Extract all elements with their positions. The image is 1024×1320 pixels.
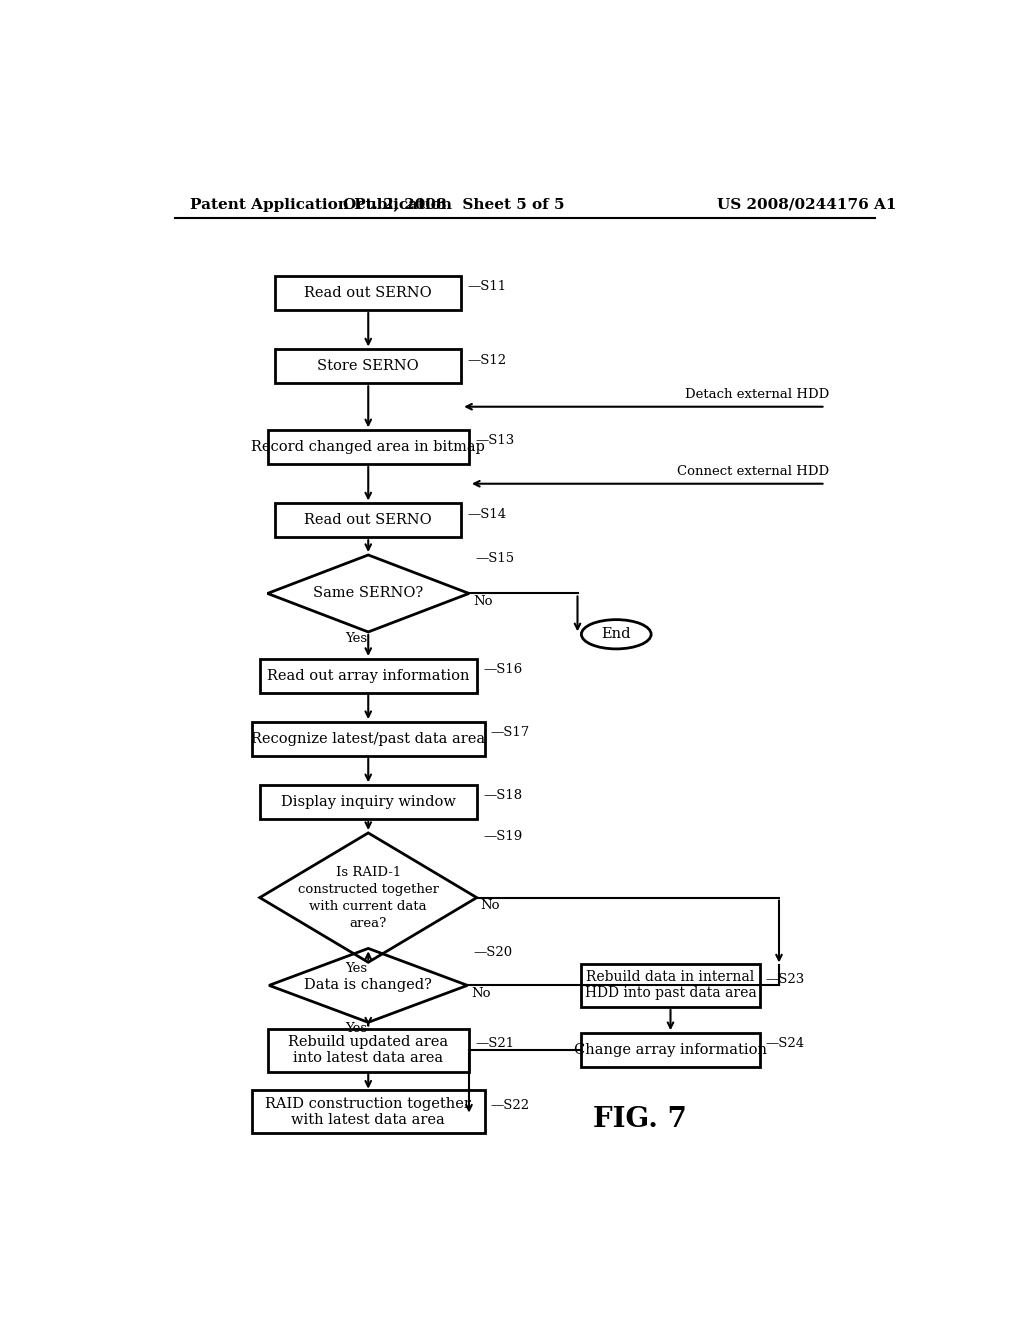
Bar xyxy=(582,1034,760,1067)
Bar xyxy=(267,1028,469,1072)
Text: Patent Application Publication: Patent Application Publication xyxy=(190,198,452,211)
Bar xyxy=(275,276,461,310)
Text: Data is changed?: Data is changed? xyxy=(304,978,432,993)
Text: Detach external HDD: Detach external HDD xyxy=(685,388,829,401)
Bar xyxy=(252,1090,484,1133)
Text: —S12: —S12 xyxy=(467,354,507,367)
Text: Rebuild updated area
into latest data area: Rebuild updated area into latest data ar… xyxy=(288,1035,449,1065)
Text: Store SERNO: Store SERNO xyxy=(317,359,419,374)
Text: End: End xyxy=(601,627,631,642)
Text: Read out SERNO: Read out SERNO xyxy=(304,513,432,527)
Text: —S15: —S15 xyxy=(475,552,514,565)
Text: Yes: Yes xyxy=(345,962,368,975)
Text: Rebuild data in internal
HDD into past data area: Rebuild data in internal HDD into past d… xyxy=(585,970,757,1001)
Text: Connect external HDD: Connect external HDD xyxy=(677,465,829,478)
Text: Is RAID-1
constructed together
with current data
area?: Is RAID-1 constructed together with curr… xyxy=(298,866,438,929)
Text: —S14: —S14 xyxy=(467,508,507,520)
Bar xyxy=(260,785,477,818)
Text: Same SERNO?: Same SERNO? xyxy=(313,586,423,601)
Text: Recognize latest/past data area: Recognize latest/past data area xyxy=(251,733,485,746)
Text: Change array information: Change array information xyxy=(574,1043,767,1057)
Bar xyxy=(260,659,477,693)
Text: —S21: —S21 xyxy=(475,1038,514,1051)
Text: Read out SERNO: Read out SERNO xyxy=(304,286,432,300)
Text: —S17: —S17 xyxy=(490,726,530,739)
Text: —S11: —S11 xyxy=(467,280,507,293)
Text: Read out array information: Read out array information xyxy=(267,669,469,682)
Text: —S24: —S24 xyxy=(766,1038,805,1051)
Bar xyxy=(275,503,461,537)
Text: US 2008/0244176 A1: US 2008/0244176 A1 xyxy=(717,198,896,211)
Text: Oct. 2, 2008   Sheet 5 of 5: Oct. 2, 2008 Sheet 5 of 5 xyxy=(343,198,564,211)
Text: Record changed area in bitmap: Record changed area in bitmap xyxy=(251,440,485,454)
Text: FIG. 7: FIG. 7 xyxy=(593,1106,687,1133)
Text: Yes: Yes xyxy=(345,631,368,644)
Text: —S18: —S18 xyxy=(483,789,522,803)
Bar xyxy=(275,350,461,383)
Text: —S16: —S16 xyxy=(483,663,522,676)
Text: No: No xyxy=(473,594,493,607)
Text: Display inquiry window: Display inquiry window xyxy=(281,795,456,809)
Text: RAID construction together
with latest data area: RAID construction together with latest d… xyxy=(265,1097,471,1127)
Text: —S22: —S22 xyxy=(490,1100,529,1111)
Text: —S19: —S19 xyxy=(483,830,522,843)
Text: Yes: Yes xyxy=(345,1022,368,1035)
Text: —S20: —S20 xyxy=(474,945,513,958)
Bar xyxy=(267,430,469,465)
Text: No: No xyxy=(471,986,490,999)
Bar xyxy=(582,964,760,1007)
Bar xyxy=(252,722,484,756)
Text: —S13: —S13 xyxy=(475,434,514,447)
Text: —S23: —S23 xyxy=(766,973,805,986)
Text: No: No xyxy=(480,899,500,912)
